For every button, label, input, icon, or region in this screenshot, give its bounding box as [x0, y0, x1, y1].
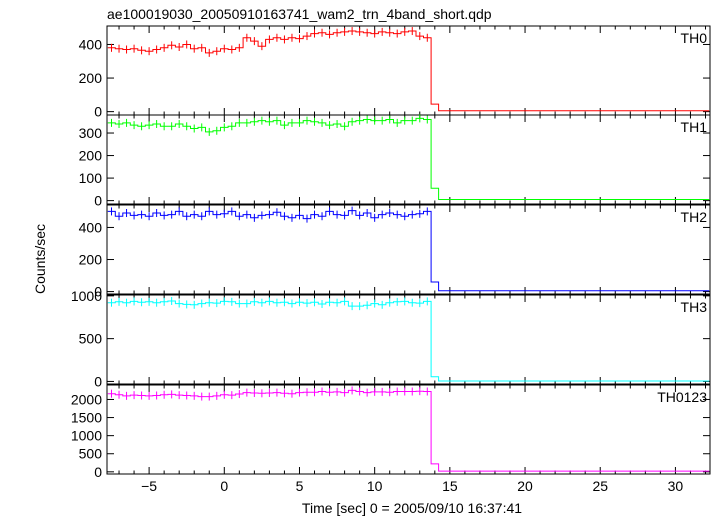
y-tick-label: 500 — [79, 446, 103, 462]
y-tick-label: 1500 — [71, 410, 102, 426]
panel-frame — [106, 294, 711, 385]
series-line-th2 — [107, 210, 710, 292]
x-tick-label: 0 — [220, 478, 228, 494]
panel-th0: 0 200 400 TH0 — [79, 25, 711, 120]
x-tick-label: 25 — [592, 478, 608, 494]
y-tick-label: 400 — [79, 36, 103, 52]
y-tick-label: 0 — [94, 193, 102, 209]
x-tick-label: 5 — [296, 478, 304, 494]
panel-frame — [106, 384, 711, 475]
series-line-th0123 — [107, 389, 710, 472]
panel-th0123: 0 500 1000 1500 2000 TH0123 −5 0 5 10 15 20 25 30 — [71, 384, 711, 494]
y-tick-label: 100 — [79, 170, 103, 186]
panel-th3: 0 500 1000 TH3 — [71, 288, 711, 389]
chart-title: ae100019030_20050910163741_wam2_trn_4ban… — [107, 6, 492, 22]
x-tick-label: 30 — [668, 478, 684, 494]
x-tick-label: −5 — [141, 478, 157, 494]
panel-label: TH0 — [681, 30, 708, 46]
y-tick-label: 200 — [79, 148, 103, 164]
panel-frame — [106, 25, 711, 116]
x-tick-label: 15 — [442, 478, 458, 494]
panel-label: TH0123 — [657, 389, 707, 405]
y-tick-label: 0 — [94, 373, 102, 389]
series-line-th3 — [107, 300, 710, 382]
y-tick-label: 0 — [94, 464, 102, 480]
y-tick-label: 400 — [79, 219, 103, 235]
y-tick-label: 200 — [79, 70, 103, 86]
panel-frame — [106, 114, 711, 205]
x-tick-label: 20 — [517, 478, 533, 494]
series-line-th1 — [107, 117, 710, 200]
panel-label: TH2 — [681, 209, 708, 225]
panel-label: TH1 — [681, 119, 708, 135]
y-tick-label: 300 — [79, 125, 103, 141]
panel-label: TH3 — [681, 299, 708, 315]
panel-th2: 0 200 400 TH2 — [79, 204, 711, 300]
y-tick-label: 1000 — [71, 288, 102, 304]
y-axis-label: Counts/sec — [32, 224, 48, 294]
x-tick-label: 10 — [367, 478, 383, 494]
y-tick-label: 0 — [94, 284, 102, 300]
y-tick-label: 1000 — [71, 428, 102, 444]
x-axis-label: Time [sec] 0 = 2005/09/10 16:37:41 — [302, 500, 522, 516]
panel-th1: 0 100 200 300 TH1 — [79, 114, 711, 209]
y-tick-label: 500 — [79, 331, 103, 347]
y-tick-label: 0 — [94, 104, 102, 120]
series-line-th0 — [107, 30, 710, 112]
panel-frame — [106, 204, 711, 295]
y-tick-label: 200 — [79, 252, 103, 268]
y-tick-label: 2000 — [71, 391, 102, 407]
